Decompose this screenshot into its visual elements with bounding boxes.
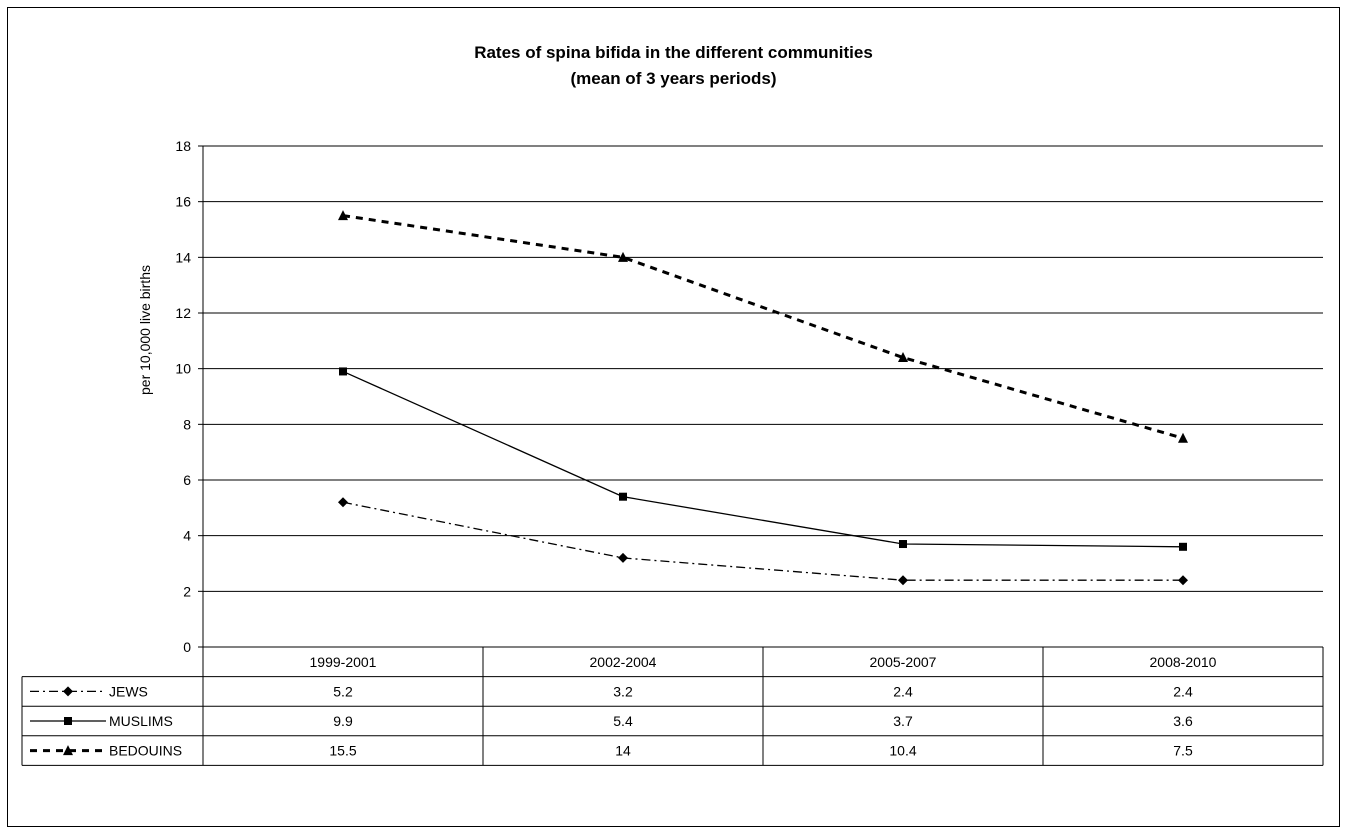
table-value: 2.4 [893,683,913,699]
point-diamond [898,575,908,586]
series-line-muslims [342,370,1184,548]
point-square [64,717,72,725]
table-value: 3.6 [1173,713,1193,729]
table-value: 14 [615,743,631,759]
series-markers [338,210,1188,586]
point-diamond [618,552,628,563]
y-tick-label: 12 [175,305,191,321]
point-diamond [63,686,73,697]
table-value: 5.2 [333,683,353,699]
y-tick-label: 0 [183,639,191,655]
table-value: 9.9 [333,713,353,729]
data-table: 1999-2001 2002-2004 2005-2007 2008-2010 JEWS… [21,646,1324,766]
point-triangle [898,352,908,363]
y-tick-label: 6 [183,472,191,488]
table-value: 5.4 [613,713,633,729]
point-square [339,367,347,376]
point-diamond [338,497,348,508]
table-value: 2.4 [1173,683,1193,699]
chart-title: Rates of spina bifida in the different c… [474,43,873,62]
y-tick-label: 14 [175,249,191,265]
y-tick-label: 4 [183,528,191,544]
point-diamond [1178,575,1188,586]
chart-subtitle: (mean of 3 years periods) [570,69,777,88]
point-square [899,540,907,549]
point-triangle [618,251,628,262]
x-category-label: 2002-2004 [590,654,657,670]
point-square [619,492,627,501]
x-category-label: 1999-2001 [310,654,377,670]
point-triangle [338,210,348,221]
point-triangle [63,745,73,756]
x-category-label: 2008-2010 [1150,654,1217,670]
legend-label: JEWS [109,683,148,699]
gridlines [202,145,1323,647]
y-tick-label: 10 [175,361,191,377]
chart-frame [7,7,1340,827]
table-value: 3.2 [613,683,633,699]
legend-label: MUSLIMS [109,713,173,729]
x-category-label: 2005-2007 [870,654,937,670]
y-axis-ticks: 0 2 4 6 8 10 12 14 16 18 [175,138,203,655]
y-tick-label: 16 [175,194,191,210]
y-tick-label: 18 [175,138,191,154]
series-line-bedouins [342,214,1184,440]
table-value: 7.5 [1173,743,1193,759]
point-square [1179,542,1187,551]
table-value: 15.5 [329,743,356,759]
table-value: 3.7 [893,713,913,729]
legend-label: BEDOUINS [109,743,182,759]
point-triangle [1178,432,1188,443]
series-line-jews [342,501,1183,581]
chart-title-block: Rates of spina bifida in the different c… [0,40,1347,92]
table-value: 10.4 [889,743,916,759]
y-tick-label: 8 [183,416,191,432]
series-lines [342,214,1184,581]
y-tick-label: 2 [183,583,191,599]
